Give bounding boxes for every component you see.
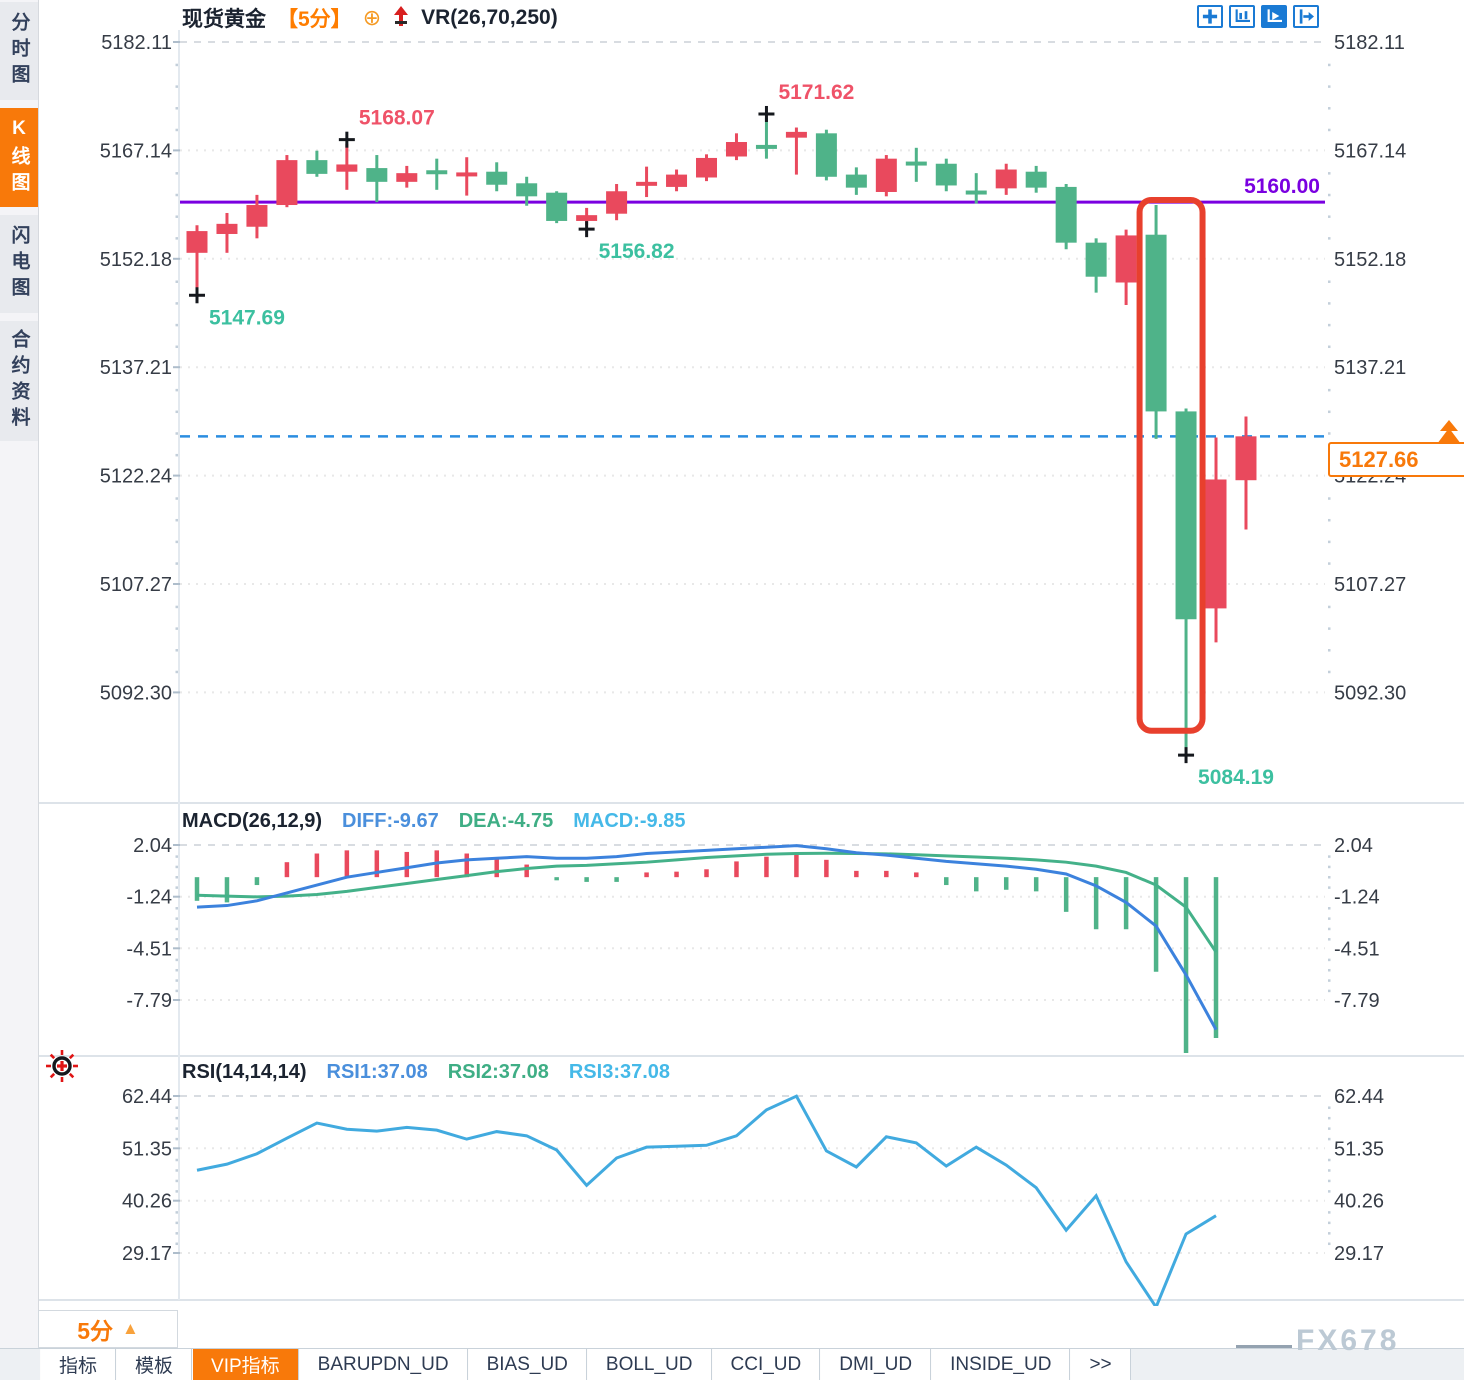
svg-text:40.26: 40.26 (122, 1191, 172, 1213)
bottom-tab-指标[interactable]: 指标 (40, 1349, 117, 1380)
svg-text:62.44: 62.44 (122, 1086, 172, 1108)
axis-bars-icon (1235, 9, 1250, 23)
period-up-arrow-icon: ▲ (121, 1319, 139, 1338)
period-quick-switch[interactable]: 5分 ▲ (38, 1310, 178, 1348)
svg-text:40.26: 40.26 (1334, 1191, 1384, 1213)
chart-type-sidebar: 分时图 K线图 闪电图 合约资料 (0, 0, 39, 1348)
svg-text:-7.79: -7.79 (126, 990, 172, 1012)
svg-text:29.17: 29.17 (1334, 1243, 1384, 1265)
rsi-line (196, 1094, 1217, 1306)
svg-text:-4.51: -4.51 (126, 938, 172, 960)
bottom-tab-CCI_UD[interactable]: CCI_UD (711, 1349, 821, 1380)
chart-toolbar (1197, 5, 1319, 28)
sidebar-tab-contract-info[interactable]: 合约资料 (0, 321, 38, 441)
period-value: 5分 (77, 1318, 113, 1344)
svg-text:-1.24: -1.24 (126, 887, 172, 909)
bottom-tab-BIAS_UD[interactable]: BIAS_UD (467, 1349, 587, 1380)
svg-text:5092.30: 5092.30 (1334, 682, 1406, 704)
move-cross-icon (1202, 9, 1218, 24)
price-annotation: 5156.82 (599, 240, 675, 263)
rsi-title: RSI(14,14,14) (182, 1061, 307, 1083)
auto-scroll-button[interactable] (1261, 5, 1287, 28)
macd-header: MACD(26,12,9) DIFF:-9.67 DEA:-4.75 MACD:… (182, 810, 685, 833)
svg-text:62.44: 62.44 (1334, 1086, 1384, 1108)
svg-text:5107.27: 5107.27 (1334, 574, 1406, 596)
svg-text:5167.14: 5167.14 (100, 140, 172, 162)
sidebar-tab-kline-chart[interactable]: K线图 (0, 108, 38, 207)
rsi3-value: RSI3:37.08 (568, 1061, 671, 1083)
macd-lines (196, 844, 1218, 1031)
axis-play-icon (1267, 9, 1282, 23)
svg-text:5107.27: 5107.27 (100, 574, 172, 596)
axis-scale-button[interactable] (1229, 5, 1255, 28)
macd-dea-value: DEA:-4.75 (458, 810, 554, 832)
svg-text:51.35: 51.35 (122, 1138, 172, 1160)
bracket-arrow-icon (1299, 9, 1314, 24)
svg-text:5152.18: 5152.18 (100, 249, 172, 271)
watermark: FX678 (1296, 1324, 1400, 1357)
indicator-tab-bar: 指标 模板 VIP指标 BARUPDN_UD BIAS_UD BOLL_UD CCI_UD D… (0, 1348, 1464, 1380)
price-annotation: 5171.62 (778, 81, 854, 104)
macd-title: MACD(26,12,9) (182, 810, 323, 832)
bottom-tab-DMI_UD[interactable]: DMI_UD (820, 1349, 932, 1380)
price-annotation: 5147.69 (209, 306, 285, 329)
svg-text:29.17: 29.17 (122, 1243, 172, 1265)
indicator-settings-sun-icon[interactable] (44, 1048, 80, 1084)
price-annotation: 5084.19 (1198, 766, 1274, 789)
svg-text:5182.11: 5182.11 (1334, 32, 1405, 54)
svg-text:5167.14: 5167.14 (1334, 140, 1406, 162)
sidebar-tab-flash-chart[interactable]: 闪电图 (0, 215, 38, 313)
svg-text:5137.21: 5137.21 (1334, 357, 1406, 379)
bottom-tab-模板[interactable]: 模板 (116, 1349, 193, 1380)
period-selector[interactable]: 【5分】 (277, 8, 352, 31)
bottom-tab-BARUPDN_UD[interactable]: BARUPDN_UD (298, 1349, 468, 1380)
svg-text:5137.21: 5137.21 (100, 357, 172, 379)
svg-text:5092.30: 5092.30 (100, 682, 172, 704)
rsi1-value: RSI1:37.08 (326, 1061, 428, 1083)
current-price-tag: 5127.66 (1328, 442, 1464, 477)
watermark-line (1236, 1345, 1292, 1348)
macd-macd-value: MACD:-9.85 (573, 810, 686, 832)
bottom-tab-INSIDE_UD[interactable]: INSIDE_UD (931, 1349, 1071, 1380)
svg-text:51.35: 51.35 (1334, 1138, 1384, 1160)
macd-histogram (194, 850, 1219, 1053)
chart-header: 现货黄金 【5分】 ⊕ VR(26,70,250) (182, 4, 558, 32)
svg-text:5182.11: 5182.11 (101, 32, 172, 54)
candles-layer (186, 117, 1257, 752)
rsi2-value: RSI2:37.08 (447, 1061, 549, 1083)
resistance-line-label: 5160.00 (1244, 175, 1320, 198)
bottom-tab-VIP指标[interactable]: VIP指标 (192, 1349, 299, 1380)
svg-text:5152.18: 5152.18 (1334, 249, 1406, 271)
price-annotation: 5168.07 (359, 107, 435, 130)
vr-indicator-label: VR(26,70,250) (421, 6, 558, 29)
sidebar-tab-time-chart[interactable]: 分时图 (0, 2, 38, 100)
svg-text:-4.51: -4.51 (1334, 938, 1380, 960)
circle-plus-icon[interactable]: ⊕ (362, 5, 382, 30)
highlight-box (1136, 196, 1206, 734)
bottom-tab-BOLL_UD[interactable]: BOLL_UD (586, 1349, 712, 1380)
collapse-panel-button[interactable] (1293, 5, 1319, 28)
svg-text:2.04: 2.04 (1334, 835, 1373, 857)
pan-tool-button[interactable] (1197, 5, 1223, 28)
rsi-header: RSI(14,14,14) RSI1:37.08 RSI2:37.08 RSI3… (182, 1061, 670, 1084)
macd-diff-value: DIFF:-9.67 (342, 810, 439, 832)
svg-text:2.04: 2.04 (133, 835, 172, 857)
svg-text:-7.79: -7.79 (1334, 990, 1380, 1012)
svg-text:5122.24: 5122.24 (100, 466, 172, 488)
svg-text:-1.24: -1.24 (1334, 887, 1380, 909)
red-up-arrow-icon (394, 6, 409, 26)
symbol-name: 现货黄金 (182, 8, 266, 31)
bottom-tab->>[interactable]: >> (1070, 1349, 1131, 1380)
price-tag-arrow-icon (1440, 420, 1458, 431)
